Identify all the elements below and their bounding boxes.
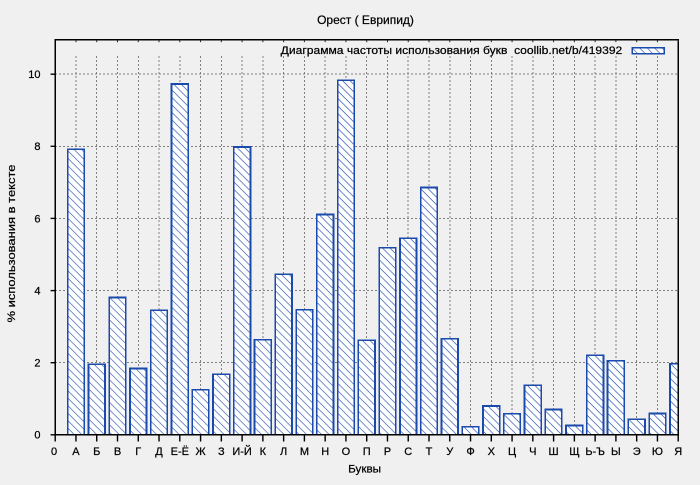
svg-text:Ю: Ю: [652, 446, 663, 458]
svg-text:А: А: [72, 446, 80, 458]
svg-text:Э: Э: [633, 446, 641, 458]
svg-text:0: 0: [34, 430, 40, 442]
svg-text:Х: Х: [488, 446, 496, 458]
svg-text:Н: Н: [321, 446, 329, 458]
svg-text:Ф: Ф: [466, 446, 474, 458]
svg-text:К: К: [260, 446, 267, 458]
svg-text:Ш: Ш: [549, 446, 559, 458]
svg-text:Я: Я: [674, 446, 682, 458]
svg-text:8: 8: [34, 141, 40, 153]
svg-text:З: З: [218, 446, 225, 458]
svg-text:Д: Д: [155, 446, 163, 458]
svg-text:2: 2: [34, 358, 40, 370]
svg-text:Б: Б: [93, 446, 100, 458]
svg-text:Т: Т: [426, 446, 433, 458]
svg-text:Р: Р: [384, 446, 391, 458]
svg-text:Ь-Ъ: Ь-Ъ: [585, 446, 605, 458]
svg-text:% использования в тексте: % использования в тексте: [6, 165, 18, 323]
svg-text:О: О: [342, 446, 351, 458]
svg-text:4: 4: [34, 286, 40, 298]
svg-text:Е-Ё: Е-Ё: [171, 446, 189, 458]
svg-text:Орест ( Еврипид): Орест ( Еврипид): [317, 13, 414, 27]
svg-text:6: 6: [34, 213, 40, 225]
svg-text:Диаграмма частоты использовани: Диаграмма частоты использования букв coo…: [281, 45, 623, 57]
svg-text:У: У: [446, 446, 454, 458]
svg-text:И-Й: И-Й: [232, 445, 251, 458]
svg-text:Ы: Ы: [611, 446, 621, 458]
svg-text:В: В: [114, 446, 121, 458]
svg-text:Ц: Ц: [508, 446, 516, 458]
svg-text:М: М: [300, 446, 309, 458]
svg-text:Буквы: Буквы: [348, 464, 381, 476]
svg-text:Ч: Ч: [529, 446, 536, 458]
svg-text:С: С: [404, 446, 412, 458]
svg-text:Г: Г: [135, 446, 141, 458]
svg-text:Ж: Ж: [195, 446, 205, 458]
svg-text:0: 0: [51, 446, 57, 458]
svg-text:Л: Л: [280, 446, 287, 458]
svg-text:10: 10: [28, 69, 40, 81]
svg-text:П: П: [363, 446, 371, 458]
svg-text:Щ: Щ: [569, 446, 579, 458]
